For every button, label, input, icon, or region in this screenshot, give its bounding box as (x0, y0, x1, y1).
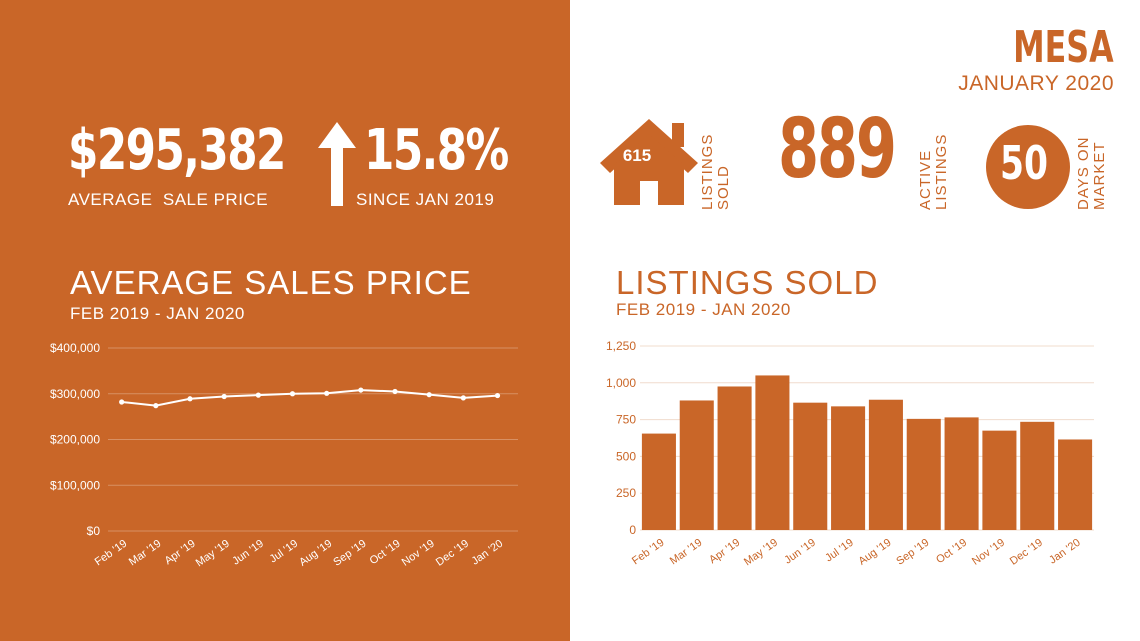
y-tick-label: 500 (616, 449, 636, 463)
bar (906, 418, 941, 530)
listings-chart-subtitle: FEB 2019 - JAN 2020 (616, 300, 791, 319)
y-tick-label: 250 (616, 486, 636, 500)
y-tick-label: $200,000 (50, 433, 100, 447)
report-month: JANUARY 2020 (958, 72, 1114, 95)
city-name: MESA (1013, 22, 1114, 73)
x-tick-label: Apr '19 (707, 537, 742, 567)
data-point (324, 390, 330, 396)
bar (641, 433, 676, 530)
bar (793, 402, 828, 530)
avg-price-chart-subtitle: FEB 2019 - JAN 2020 (70, 304, 245, 323)
average-price-value: $295,382 (68, 118, 286, 183)
average-price-label: AVERAGE SALE PRICE (68, 190, 269, 209)
x-tick-label: Jul '19 (823, 537, 856, 565)
y-tick-label: $100,000 (50, 478, 100, 492)
y-tick-label: 0 (629, 523, 636, 537)
active-listings-label: ACTIVE LISTINGS (917, 133, 950, 210)
data-point (460, 395, 466, 401)
x-tick-label: Aug '19 (856, 537, 893, 568)
data-point (153, 403, 159, 409)
avg-price-chart-title: AVERAGE SALES PRICE (70, 264, 472, 301)
x-tick-label: Sep '19 (331, 538, 368, 569)
x-tick-label: Jan '20 (470, 538, 506, 568)
data-point (187, 396, 193, 402)
data-point (358, 387, 364, 393)
y-tick-label: $300,000 (50, 387, 100, 401)
bar (831, 406, 866, 530)
bar (868, 399, 903, 530)
x-tick-label: Oct '19 (368, 538, 403, 568)
x-tick-label: Jul '19 (268, 538, 301, 566)
bar (1020, 421, 1055, 530)
listings-bar-chart: 0 250 500 750 1,000 1,250 Feb '19 Mar '19 Apr '1… (606, 339, 1094, 569)
bar (944, 417, 979, 530)
bar (717, 386, 752, 530)
data-point (221, 393, 227, 400)
x-tick-label: May '19 (194, 538, 232, 570)
x-tick-label: Nov '19 (970, 537, 1007, 568)
x-tick-label: Dec '19 (434, 538, 471, 569)
right-panel: MESA JANUARY 2020 (570, 0, 1140, 641)
x-tick-label: Dec '19 (1008, 537, 1045, 568)
price-change-value: 15.8% (364, 118, 509, 183)
days-on-market-label: DAYS ON MARKET (1075, 136, 1108, 210)
data-point (289, 391, 296, 397)
x-tick-label: Apr '19 (163, 538, 198, 568)
avg-price-line-chart: $0 $100,000 $200,000 $300,000 $400,000 Feb '1… (50, 341, 518, 570)
bar (982, 430, 1017, 530)
data-point (119, 399, 125, 405)
bar (679, 400, 714, 530)
x-tick-label: Nov '19 (400, 538, 437, 569)
x-tick-label: Feb '19 (93, 538, 130, 569)
active-listings-value: 889 (778, 102, 897, 197)
x-tick-label: May '19 (742, 537, 780, 569)
listings-chart-title: LISTINGS SOLD (616, 264, 879, 301)
series-line (121, 389, 498, 407)
listings-sold-value: 615 (622, 146, 652, 165)
x-tick-label: Aug '19 (297, 538, 334, 569)
data-point (392, 388, 398, 395)
x-tick-label: Sep '19 (894, 537, 931, 568)
x-tick-label: Oct '19 (934, 537, 969, 567)
data-point (255, 392, 261, 398)
x-tick-label: Jun '19 (230, 538, 266, 568)
days-on-market-circle (986, 125, 1070, 209)
x-tick-label: Mar '19 (668, 537, 705, 568)
days-on-market-value: 50 (1000, 136, 1049, 190)
x-tick-label: Jan '20 (1047, 537, 1083, 567)
y-tick-label: $0 (87, 524, 101, 538)
bar (1058, 439, 1093, 530)
y-tick-label: $400,000 (50, 341, 100, 355)
x-tick-label: Jun '19 (782, 537, 818, 567)
left-panel: $295,382 AVERAGE SALE PRICE 15.8% SINCE … (0, 0, 570, 641)
y-tick-label: 1,000 (606, 376, 636, 390)
x-tick-label: Mar '19 (127, 538, 164, 569)
x-tick-label: Feb '19 (630, 537, 667, 568)
house-icon (600, 119, 698, 205)
listings-sold-label: LISTINGS SOLD (699, 133, 732, 210)
price-change-label: SINCE JAN 2019 (356, 190, 495, 209)
data-point (426, 392, 432, 398)
y-tick-label: 750 (616, 413, 636, 427)
data-point (494, 392, 501, 399)
arrow-up-icon (318, 122, 356, 206)
bar (755, 375, 790, 530)
y-tick-label: 1,250 (606, 339, 636, 353)
